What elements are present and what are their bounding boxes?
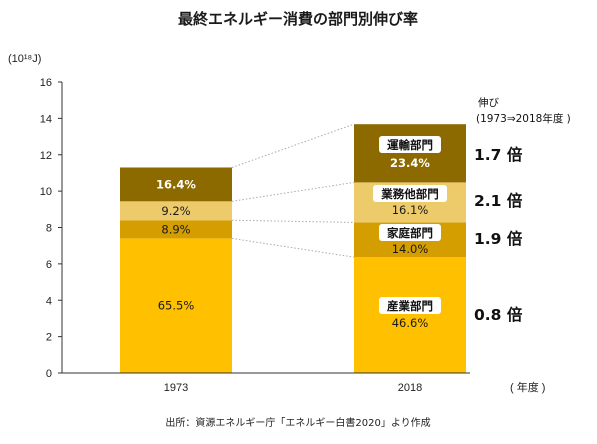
sector-name-label: 産業部門: [387, 299, 433, 313]
labels-group: 65.5% 8.9% 9.2% 16.4% 産業部門 46.6% 家庭部門 14.0% 業務他部…: [156, 136, 523, 330]
y-tick-label: 10: [40, 186, 52, 198]
sector-name-label: 運輸部門: [387, 138, 433, 152]
source-note: 出所：資源エネルギー庁「エネルギー白書2020」より作成: [165, 416, 430, 429]
y-tick-label: 14: [40, 113, 52, 125]
connector-line: [231, 181, 355, 202]
data-label: 14.0%: [392, 242, 429, 256]
bar-segment: [120, 201, 232, 221]
growth-title-line2: (1973⇒2018年度 ): [476, 112, 571, 125]
x-tick-label: 1973: [164, 382, 188, 394]
x-axis-unit: ( 年度 ): [510, 380, 545, 394]
data-label: 8.9%: [161, 222, 190, 236]
sector-name-box: [379, 136, 441, 153]
bar-segment: [120, 220, 232, 239]
sector-name-label: 業務他部門: [380, 187, 439, 201]
bar-segment: [354, 124, 466, 183]
data-label: 16.4%: [156, 177, 196, 191]
y-tick-label: 8: [46, 223, 52, 235]
y-tick-label: 12: [40, 150, 52, 162]
connector-line: [231, 237, 355, 258]
y-tick-label: 4: [46, 295, 52, 307]
sector-name-box: [379, 224, 441, 241]
axes-group: 0 2 4 6 8 10 12 14 16 1973 2018: [40, 77, 470, 394]
y-tick-label: 2: [46, 332, 52, 344]
data-label: 46.6%: [392, 316, 429, 330]
growth-ratio-label: 0.8 倍: [474, 305, 523, 324]
y-tick-label: 0: [46, 368, 52, 380]
sector-name-box: [373, 185, 447, 202]
chart-title: 最終エネルギー消費の部門別伸び率: [178, 10, 418, 28]
data-label: 9.2%: [161, 204, 190, 218]
growth-ratio-label: 1.9 倍: [474, 229, 523, 248]
connector-lines: [231, 123, 355, 258]
growth-ratio-label: 1.7 倍: [474, 145, 523, 164]
y-tick-label: 16: [40, 77, 52, 89]
data-label: 65.5%: [158, 299, 195, 313]
x-tick-label: 2018: [398, 382, 422, 394]
y-tick-label: 6: [46, 259, 52, 271]
sector-name-box: [379, 297, 441, 314]
y-axis-unit: (10¹⁸J): [8, 53, 41, 65]
bar-segment: [354, 257, 466, 373]
growth-title-line1: 伸び: [478, 97, 499, 109]
data-label: 23.4%: [390, 156, 430, 170]
bar-segment: [120, 238, 232, 373]
growth-ratio-label: 2.1 倍: [474, 191, 523, 210]
sector-name-label: 家庭部門: [387, 226, 433, 240]
data-label: 16.1%: [392, 203, 429, 217]
bar-segment: [120, 167, 232, 202]
connector-line: [231, 123, 355, 168]
connector-line: [231, 219, 355, 223]
